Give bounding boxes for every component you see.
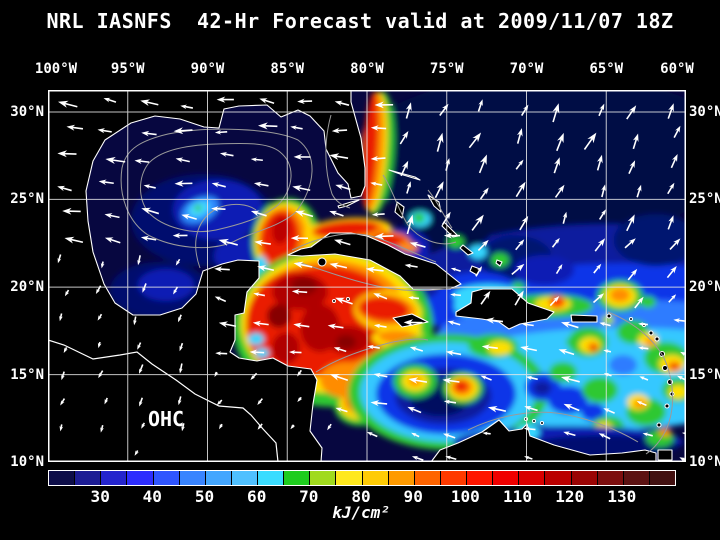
colorbar-tick: 80 bbox=[351, 487, 371, 506]
pacific-coastline bbox=[48, 339, 279, 462]
colorbar-tick: 70 bbox=[299, 487, 319, 506]
lat-label: 30°N bbox=[689, 103, 720, 120]
colorbar-segment bbox=[571, 471, 597, 485]
colorbar-tick-labels: 30 40 50 60 70 80 90 100 110 120 130 bbox=[48, 487, 674, 506]
map-border bbox=[48, 90, 686, 462]
plot-title: NRL IASNFS 42-Hr Forecast valid at 2009/… bbox=[46, 9, 674, 33]
lat-label: 30°N bbox=[10, 103, 44, 120]
lat-label: 10°N bbox=[10, 454, 44, 470]
colorbar-segment bbox=[336, 471, 362, 485]
colorbar-segment bbox=[362, 471, 388, 485]
lat-label: 20°N bbox=[10, 279, 44, 296]
map-canvas: OHC bbox=[48, 90, 686, 462]
colorbar-tick: 120 bbox=[555, 487, 585, 506]
colorbar-tick: 50 bbox=[194, 487, 215, 506]
colorbar-tick: 110 bbox=[503, 487, 532, 506]
colorbar bbox=[48, 470, 676, 486]
lon-label: 70°W bbox=[509, 61, 544, 77]
colorbar-segment bbox=[467, 471, 493, 485]
lat-label: 15°N bbox=[689, 366, 720, 383]
lon-label: 80°W bbox=[350, 61, 384, 77]
bathymetry-contours bbox=[120, 114, 674, 455]
ohc-forecast-map: OHC bbox=[48, 90, 686, 462]
colorbar-segment bbox=[49, 471, 75, 485]
colorbar-tick: 130 bbox=[607, 487, 637, 506]
lon-label: 60°W bbox=[660, 61, 694, 77]
colorbar-segment bbox=[284, 471, 310, 485]
colorbar-segment bbox=[101, 471, 127, 485]
lat-label: 20°N bbox=[689, 279, 720, 296]
lon-label: 95°W bbox=[110, 61, 145, 77]
colorbar-segment bbox=[493, 471, 519, 485]
colorbar-segment bbox=[205, 471, 231, 485]
ohc-field bbox=[110, 90, 686, 458]
colorbar-segment bbox=[179, 471, 205, 485]
colorbar-segment bbox=[623, 471, 649, 485]
colorbar-segment bbox=[127, 471, 153, 485]
colorbar-segment bbox=[649, 471, 675, 485]
colorbar-segment bbox=[519, 471, 545, 485]
graticule bbox=[48, 90, 686, 462]
colorbar-segment bbox=[414, 471, 440, 485]
lon-label: 90°W bbox=[190, 61, 225, 77]
colorbar-tick: 100 bbox=[450, 487, 480, 506]
colorbar-tick: 90 bbox=[403, 487, 423, 506]
lon-label: 65°W bbox=[589, 61, 624, 77]
colorbar-tick: 60 bbox=[247, 487, 267, 506]
colorbar-segment bbox=[153, 471, 179, 485]
colorbar-segment bbox=[258, 471, 284, 485]
colorbar-tick: 40 bbox=[142, 487, 162, 506]
colorbar-segment bbox=[440, 471, 466, 485]
lat-label: 25°N bbox=[10, 191, 44, 208]
lon-label: 85°W bbox=[270, 61, 305, 77]
longitude-axis: 100°W 95°W 90°W 85°W 80°W 75°W 70°W 65°W 60°W bbox=[0, 61, 720, 79]
lat-label: 10°N bbox=[689, 454, 720, 470]
lat-label: 15°N bbox=[10, 366, 44, 383]
lat-label: 25°N bbox=[689, 191, 720, 208]
colorbar-segment bbox=[75, 471, 101, 485]
ohc-variable-label: OHC bbox=[148, 407, 184, 431]
colorbar-unit: kJ/cm² bbox=[332, 503, 390, 522]
colorbar-tick: 30 bbox=[90, 487, 110, 506]
colorbar-segment bbox=[388, 471, 414, 485]
lon-label: 100°W bbox=[34, 61, 78, 77]
colorbar-segment bbox=[545, 471, 571, 485]
wind-vectors bbox=[57, 96, 686, 462]
colorbar-segment bbox=[310, 471, 336, 485]
lon-label: 75°W bbox=[429, 61, 464, 77]
colorbar-segment bbox=[231, 471, 257, 485]
colorbar-segment bbox=[597, 471, 623, 485]
